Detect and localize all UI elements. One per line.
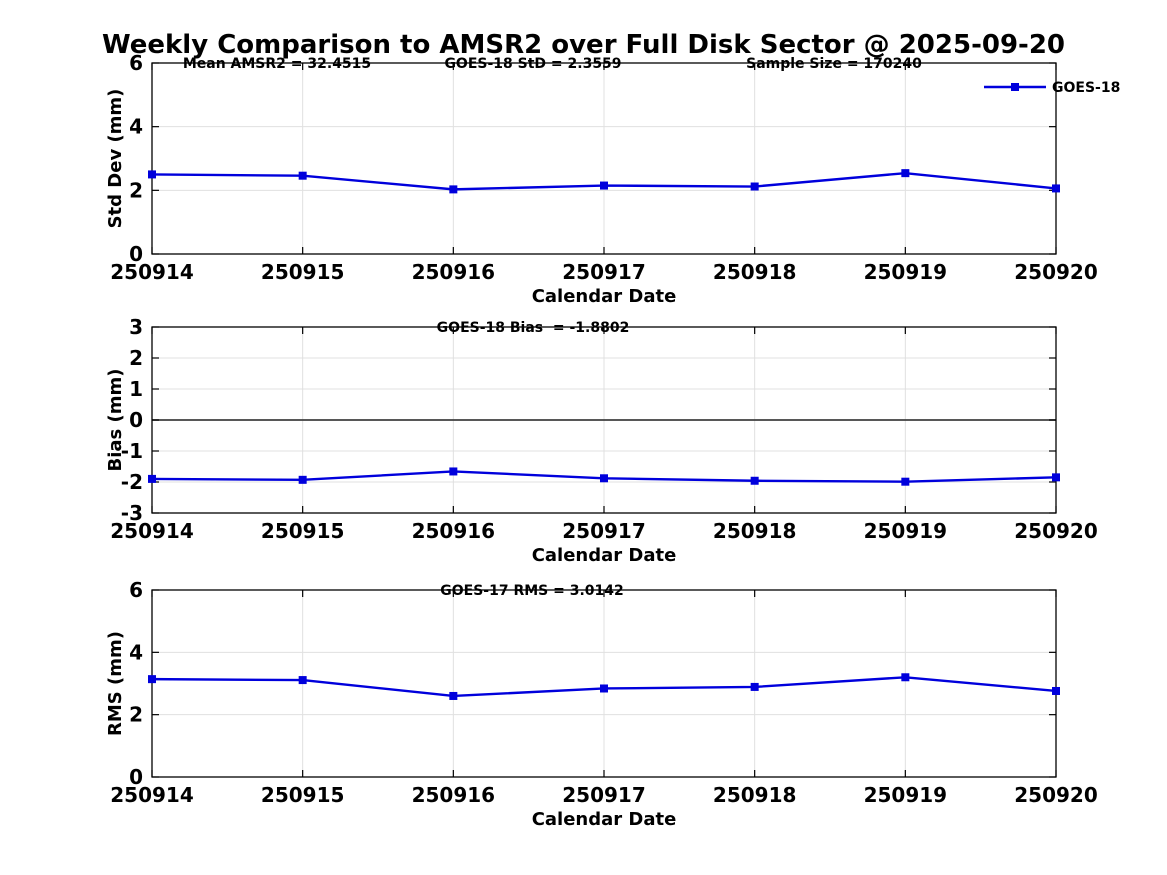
x-tick-label: 250916: [412, 260, 496, 284]
data-point-marker: [148, 675, 156, 684]
data-point-marker: [600, 181, 608, 190]
x-tick-label: 250914: [110, 783, 194, 807]
data-point-marker: [148, 170, 156, 179]
data-point-marker: [901, 673, 910, 682]
y-tick-label: 0: [129, 408, 143, 432]
panel-annotation: Mean AMSR2 = 32.4515: [183, 56, 371, 72]
x-axis-label: Calendar Date: [532, 809, 677, 830]
x-tick-label: 250914: [110, 260, 194, 284]
data-point-marker: [750, 476, 759, 485]
y-tick-label: 2: [129, 178, 143, 202]
data-point-marker: [901, 169, 910, 178]
data-point-marker: [298, 475, 307, 484]
y-tick-label: 3: [129, 315, 143, 339]
data-point-marker: [750, 182, 759, 191]
x-tick-label: 250917: [562, 260, 646, 284]
x-tick-label: 250920: [1014, 783, 1098, 807]
panel-annotation: GOES-17 RMS = 3.0142: [440, 583, 624, 599]
y-axis-label: Bias (mm): [105, 369, 126, 472]
y-tick-label: 4: [129, 115, 143, 139]
data-point-marker: [600, 474, 608, 483]
y-tick-label: 1: [129, 377, 143, 401]
data-point-marker: [750, 682, 759, 691]
data-point-marker: [901, 477, 910, 486]
data-point-marker: [449, 691, 458, 700]
y-axis-label: Std Dev (mm): [105, 89, 126, 229]
x-tick-label: 250920: [1014, 260, 1098, 284]
x-tick-label: 250915: [261, 783, 345, 807]
data-point-marker: [298, 171, 307, 180]
y-tick-label: 2: [129, 346, 143, 370]
y-tick-label: 0: [129, 242, 143, 266]
legend-label: GOES-18: [1052, 80, 1120, 96]
y-tick-label: 2: [129, 703, 143, 727]
x-tick-label: 250917: [562, 783, 646, 807]
x-tick-label: 250916: [412, 783, 496, 807]
x-tick-label: 250917: [562, 519, 646, 543]
data-point-marker: [148, 474, 156, 483]
y-tick-label: 6: [129, 51, 143, 75]
x-tick-label: 250918: [713, 260, 797, 284]
x-tick-label: 250915: [261, 260, 345, 284]
x-axis-label: Calendar Date: [532, 545, 677, 566]
x-axis-label: Calendar Date: [532, 286, 677, 307]
legend-marker: [1011, 83, 1019, 91]
y-tick-label: 6: [129, 578, 143, 602]
panel-annotation: Sample Size = 170240: [746, 56, 922, 72]
y-tick-label: 4: [129, 640, 143, 664]
y-axis-label: RMS (mm): [105, 631, 126, 736]
x-tick-label: 250915: [261, 519, 345, 543]
x-tick-label: 250914: [110, 519, 194, 543]
panel-annotation: GOES-18 StD = 2.3559: [444, 56, 621, 72]
data-point-marker: [600, 684, 608, 693]
y-tick-label: -3: [121, 501, 143, 525]
y-tick-label: 0: [129, 765, 143, 789]
x-tick-label: 250920: [1014, 519, 1098, 543]
x-tick-label: 250919: [864, 783, 948, 807]
x-tick-label: 250919: [864, 519, 948, 543]
data-point-marker: [449, 467, 458, 476]
x-tick-label: 250918: [713, 519, 797, 543]
y-tick-label: -1: [121, 439, 143, 463]
data-point-marker: [449, 185, 458, 194]
data-point-marker: [1052, 686, 1060, 695]
x-tick-label: 250919: [864, 260, 948, 284]
x-tick-label: 250916: [412, 519, 496, 543]
data-point-marker: [1052, 473, 1060, 482]
panel-annotation: GOES-18 Bias = -1.8802: [437, 320, 630, 336]
data-point-marker: [1052, 184, 1060, 193]
chart-title: Weekly Comparison to AMSR2 over Full Dis…: [101, 30, 1066, 60]
x-tick-label: 250918: [713, 783, 797, 807]
data-point-marker: [298, 676, 307, 685]
y-tick-label: -2: [121, 470, 143, 494]
